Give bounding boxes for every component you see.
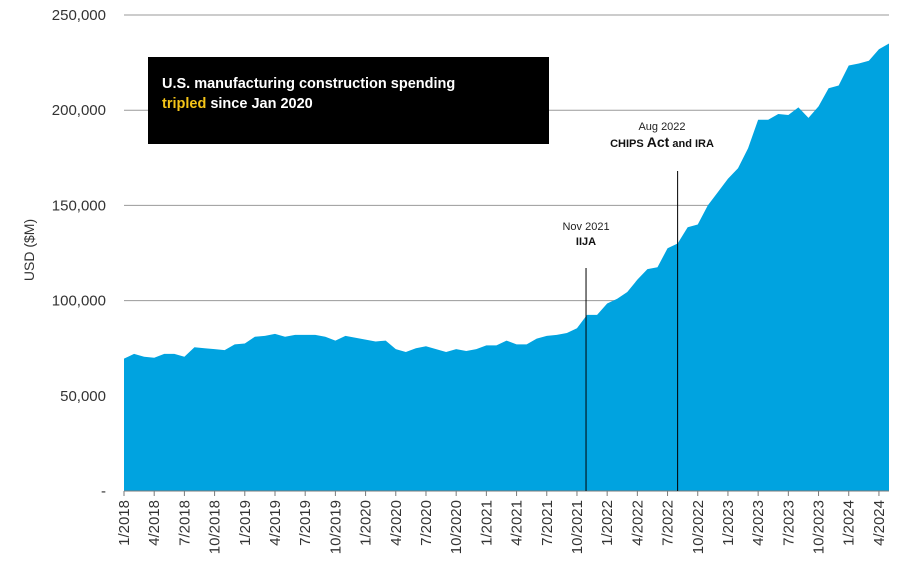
x-tick-label: 4/2018 bbox=[146, 500, 163, 546]
x-tick-label: 1/2020 bbox=[358, 500, 375, 546]
x-axis-ticks: 1/2018 4/2018 7/2018 10/2018 1/2019 4/2019 7/2… bbox=[116, 490, 889, 554]
x-tick-label: 4/2024 bbox=[871, 500, 888, 546]
chart-title-highlight: tripled bbox=[162, 96, 207, 112]
x-tick-label: 7/2021 bbox=[539, 500, 556, 546]
x-tick-label: 10/2022 bbox=[690, 500, 707, 554]
x-tick-label: 4/2020 bbox=[388, 500, 405, 546]
x-tick-label: 4/2023 bbox=[750, 500, 767, 546]
chart-title-rest: since Jan 2020 bbox=[210, 96, 313, 112]
chips-label-pre: CHIPS bbox=[610, 138, 647, 150]
chips-label-act: Act bbox=[647, 134, 670, 150]
iija-date: Nov 2021 bbox=[562, 221, 609, 233]
x-tick-label: 1/2019 bbox=[237, 500, 254, 546]
spending-area bbox=[124, 43, 889, 492]
x-tick-label: 4/2021 bbox=[509, 500, 526, 546]
x-tick-label: 1/2021 bbox=[478, 500, 495, 546]
y-tick-label: 50,000 bbox=[60, 388, 106, 405]
x-tick-label: 1/2022 bbox=[599, 500, 616, 546]
x-tick-label: 7/2022 bbox=[660, 500, 677, 546]
x-tick-label: 1/2024 bbox=[841, 500, 858, 546]
y-tick-label: - bbox=[101, 483, 106, 500]
x-tick-label: 10/2018 bbox=[207, 500, 224, 554]
x-tick-label: 7/2020 bbox=[418, 500, 435, 546]
chart-title-line1: U.S. manufacturing construction spending bbox=[162, 76, 456, 92]
x-tick-label: 1/2023 bbox=[720, 500, 737, 546]
chips-date: Aug 2022 bbox=[638, 121, 685, 133]
iija-label: IIJA bbox=[576, 236, 596, 248]
x-tick-label: 4/2022 bbox=[629, 500, 646, 546]
chart-title-line2: tripled since Jan 2020 bbox=[162, 94, 535, 114]
x-tick-label: 7/2019 bbox=[297, 500, 314, 546]
x-tick-label: 7/2018 bbox=[176, 500, 193, 546]
y-tick-label: 200,000 bbox=[52, 102, 106, 119]
x-tick-label: 10/2021 bbox=[569, 500, 586, 554]
x-tick-label: 1/2018 bbox=[116, 500, 133, 546]
x-tick-label: 7/2023 bbox=[780, 500, 797, 546]
chips-label: CHIPS Act and IRA bbox=[610, 134, 714, 150]
chips-label-post: and IRA bbox=[669, 138, 714, 150]
x-tick-label: 4/2019 bbox=[267, 500, 284, 546]
y-axis-ticks: - 50,000 100,000 150,000 200,000 250,000 bbox=[52, 7, 106, 500]
chart-title-box: U.S. manufacturing construction spending… bbox=[148, 57, 549, 144]
x-tick-label: 10/2020 bbox=[448, 500, 465, 554]
x-tick-label: 10/2019 bbox=[327, 500, 344, 554]
y-axis-label: USD ($M) bbox=[21, 219, 37, 281]
y-tick-label: 150,000 bbox=[52, 197, 106, 214]
x-tick-label: 10/2023 bbox=[811, 500, 828, 554]
y-tick-label: 100,000 bbox=[52, 293, 106, 310]
y-tick-label: 250,000 bbox=[52, 7, 106, 24]
